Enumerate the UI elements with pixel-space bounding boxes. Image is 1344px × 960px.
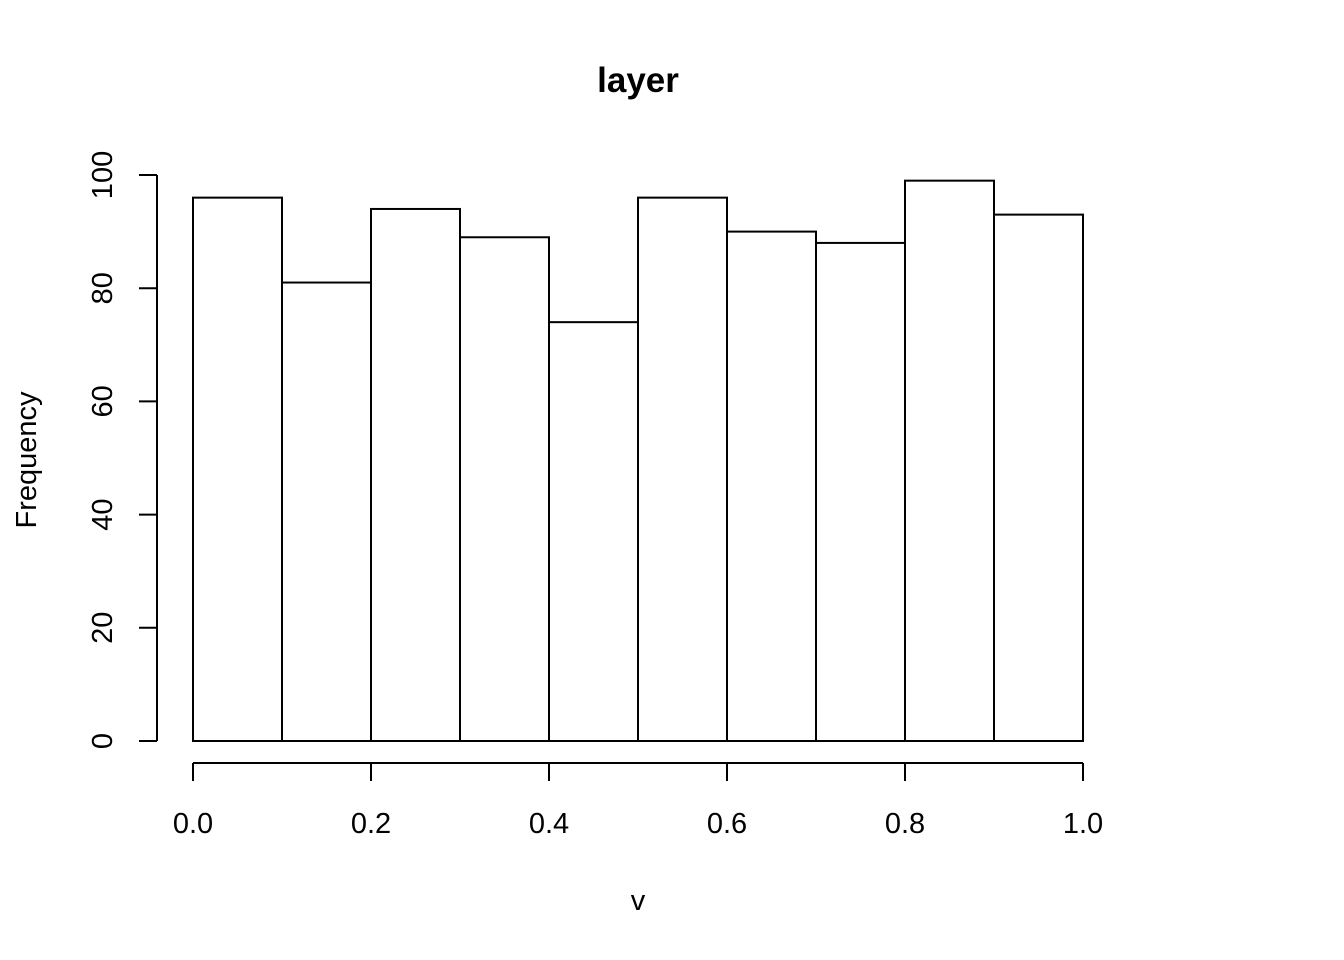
y-tick-label: 80 bbox=[87, 272, 119, 304]
y-tick-label: 100 bbox=[87, 151, 119, 199]
histogram-bar bbox=[548, 321, 639, 742]
y-tick-label: 60 bbox=[87, 385, 119, 417]
histogram-bar bbox=[726, 230, 817, 742]
histogram-bar bbox=[370, 207, 461, 742]
chart-title: layer bbox=[597, 61, 679, 100]
histogram-bar bbox=[993, 213, 1084, 742]
y-tick-label: 20 bbox=[87, 612, 119, 644]
x-axis-ticks: 0.0 0.2 0.4 0.6 0.8 1.0 bbox=[173, 763, 1103, 840]
y-axis: 0 20 40 60 80 100 bbox=[87, 151, 158, 749]
y-tick-label: 0 bbox=[87, 733, 119, 749]
x-tick-label: 0.2 bbox=[351, 808, 391, 840]
x-tick-label: 0.6 bbox=[707, 808, 747, 840]
x-tick-label: 0.4 bbox=[529, 808, 569, 840]
histogram-bar bbox=[192, 196, 283, 742]
histogram-bar bbox=[815, 241, 906, 742]
x-axis: 0.0 0.2 0.4 0.6 0.8 1.0 bbox=[173, 762, 1103, 840]
y-axis-ticks: 0 20 40 60 80 100 bbox=[87, 151, 157, 749]
histogram-bar bbox=[637, 196, 728, 742]
y-axis-title: Frequency bbox=[11, 391, 43, 529]
y-tick-label: 40 bbox=[87, 498, 119, 530]
histogram-bars bbox=[192, 179, 1084, 743]
histogram-bar bbox=[281, 281, 372, 742]
histogram-bar bbox=[904, 179, 995, 743]
x-axis-title: v bbox=[631, 885, 646, 917]
x-tick-label: 0.8 bbox=[885, 808, 925, 840]
histogram-bar bbox=[459, 236, 550, 742]
x-tick-label: 1.0 bbox=[1063, 808, 1103, 840]
x-tick-label: 0.0 bbox=[173, 808, 213, 840]
